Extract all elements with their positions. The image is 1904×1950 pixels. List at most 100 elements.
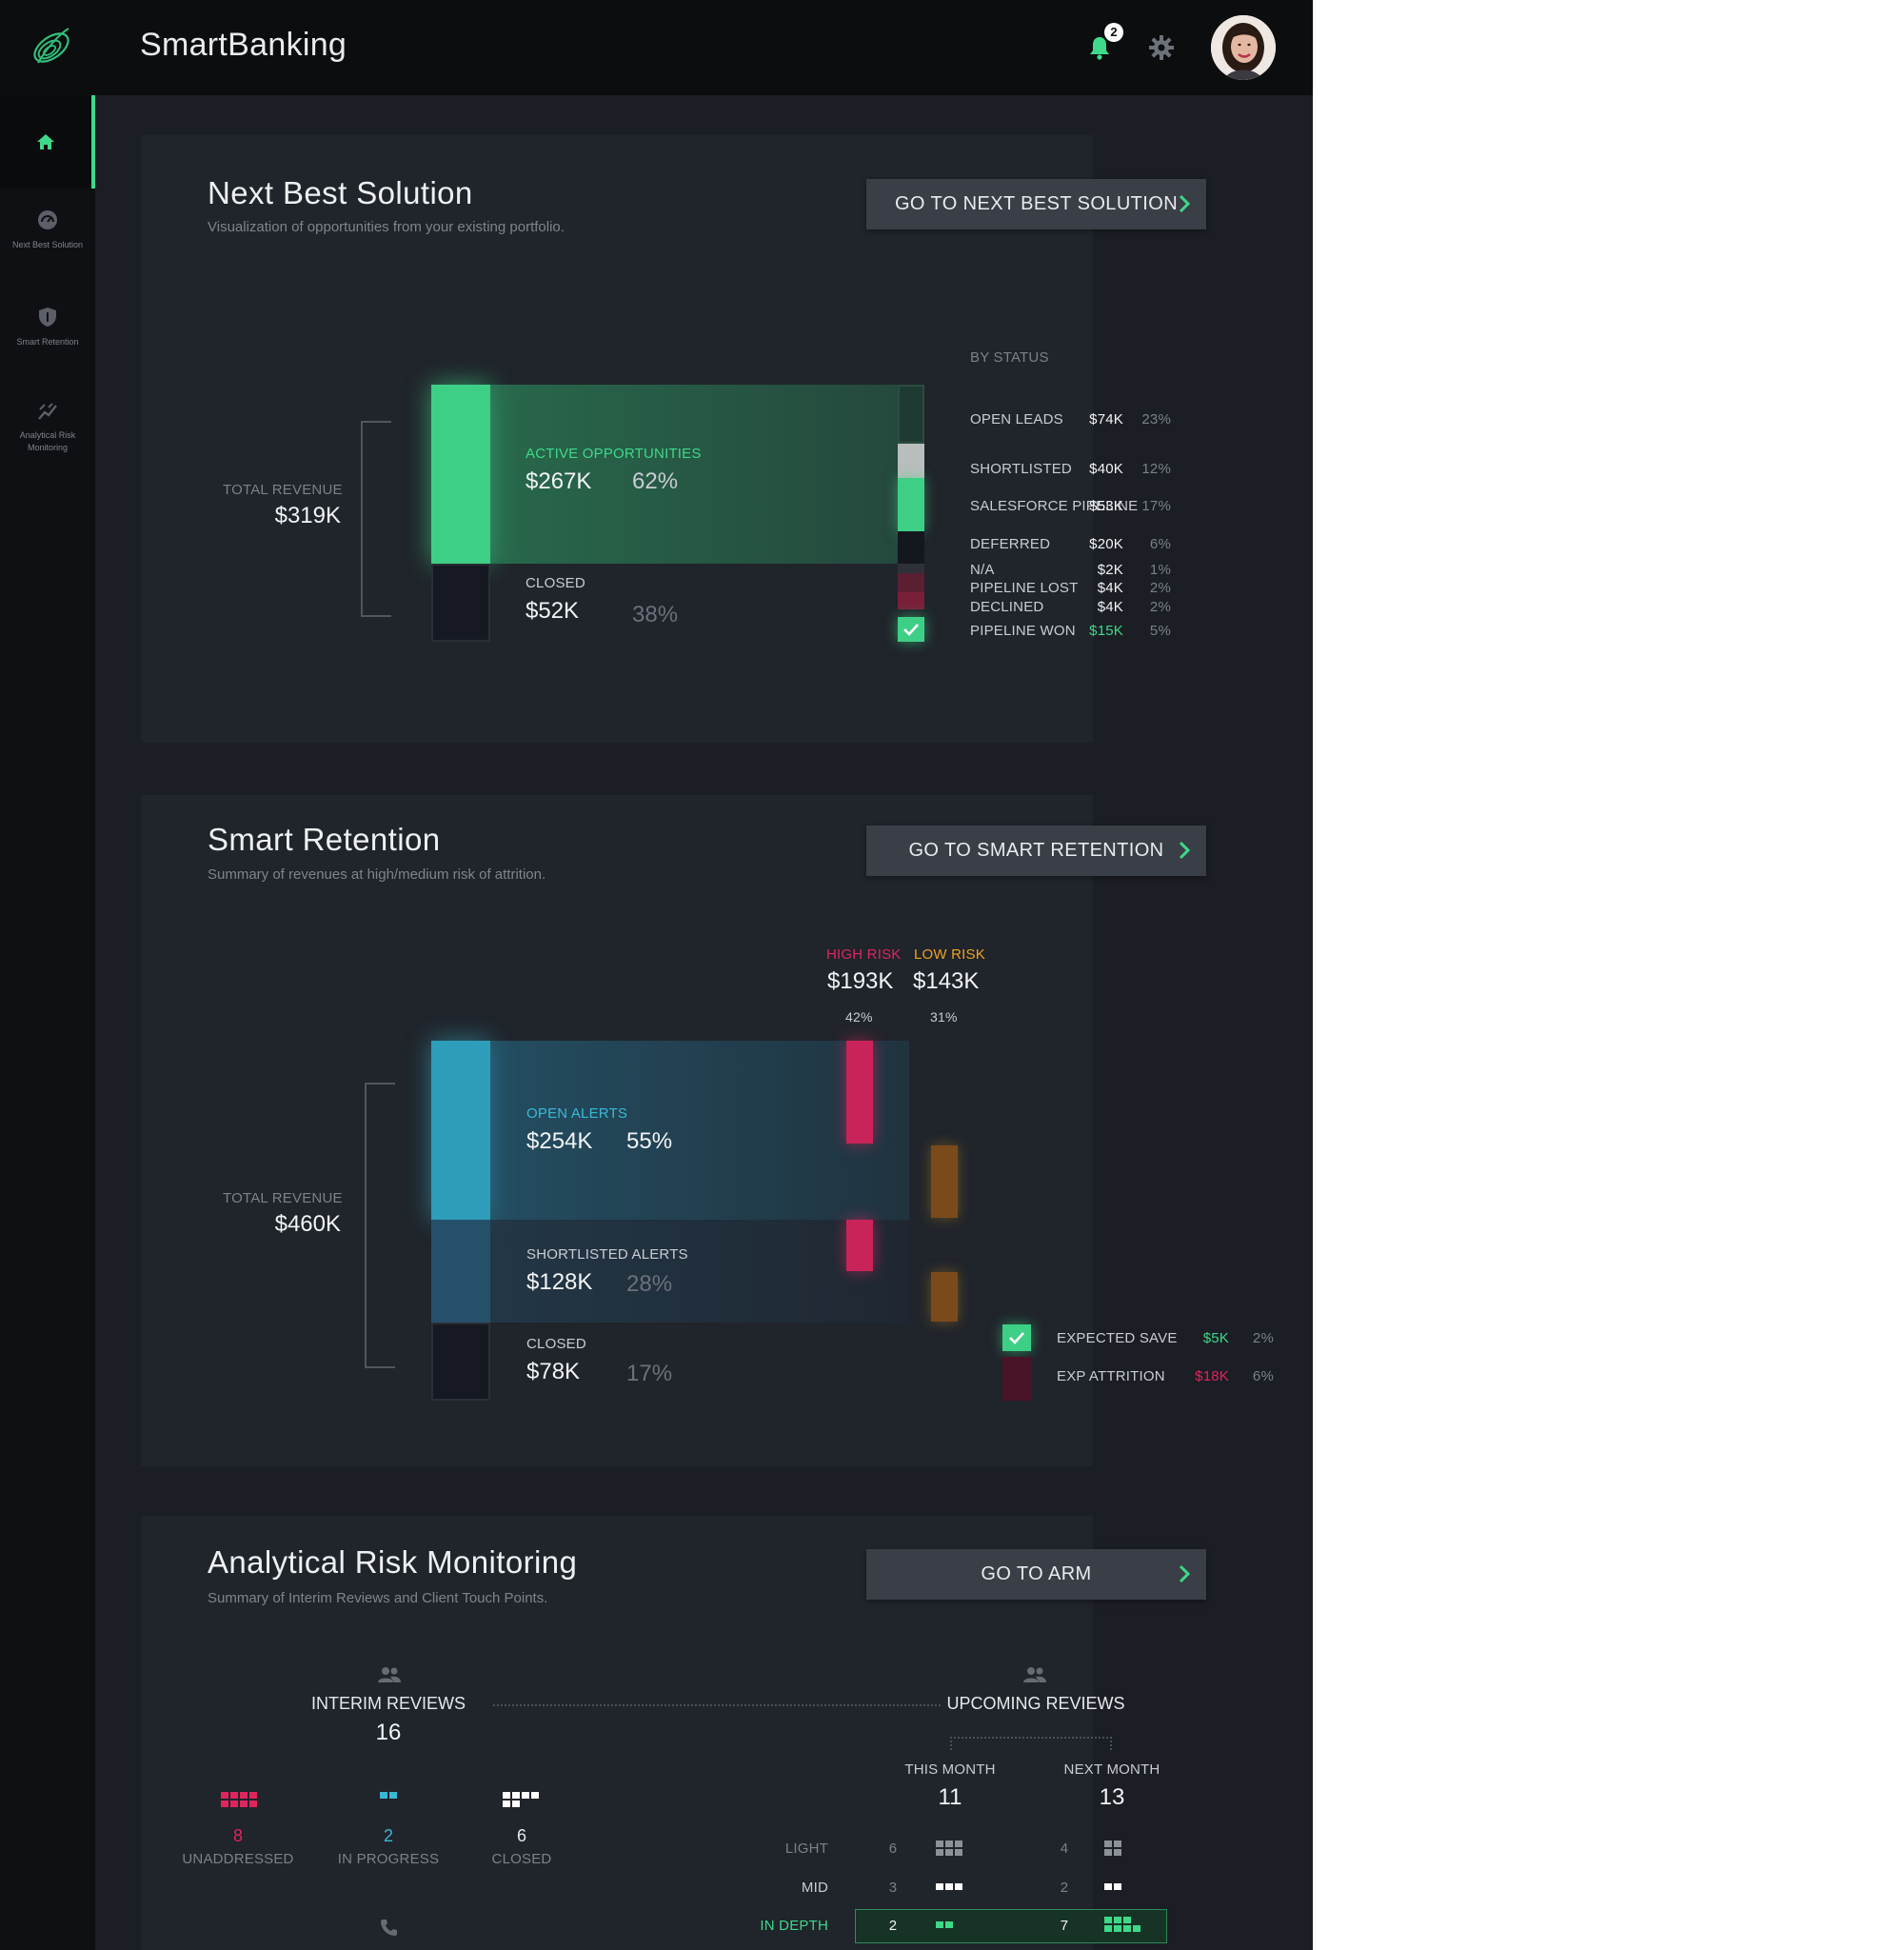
open-alerts-value: $254K xyxy=(526,1128,593,1154)
connector-dotted-line xyxy=(493,1704,941,1706)
by-status-heading: BY STATUS xyxy=(970,349,1049,366)
closed-value: $78K xyxy=(526,1359,581,1384)
gear-icon[interactable] xyxy=(1148,34,1175,61)
status-bar-deferred xyxy=(898,531,924,564)
this-month-value: 11 xyxy=(938,1784,962,1810)
exp-attrition-pct: 6% xyxy=(1252,1368,1274,1384)
status-label: DEFERRED xyxy=(970,536,1051,552)
analytical-risk-monitoring-card: Analytical Risk Monitoring Summary of In… xyxy=(141,1516,1206,1950)
expected-save-marker xyxy=(1002,1324,1031,1351)
status-bar-declined xyxy=(898,592,924,609)
status-label: OPEN LEADS xyxy=(970,411,1063,428)
total-revenue-value: $319K xyxy=(274,503,341,528)
go-to-smart-retention-button[interactable]: GO TO SMART RETENTION xyxy=(866,826,1206,876)
sidebar-item-next-best-solution[interactable]: Next Best Solution xyxy=(0,209,95,251)
status-pct: 2% xyxy=(1149,599,1171,615)
expected-save-value: $5K xyxy=(1202,1330,1229,1346)
status-label: SHORTLISTED xyxy=(970,461,1072,477)
sidebar: Next Best Solution Smart Retention Analy… xyxy=(0,95,95,1950)
status-label: SALESFORCE PIPELINE xyxy=(970,498,1139,514)
status-value: $4K xyxy=(1097,580,1123,596)
upcoming-bracket xyxy=(950,1737,1112,1750)
status-label: PIPELINE WON xyxy=(970,623,1076,639)
open-alerts-flow-band xyxy=(490,1041,909,1220)
expected-save-pct: 2% xyxy=(1252,1330,1274,1346)
status-bar-pipeline-lost xyxy=(898,573,924,592)
shortlisted-flow-band xyxy=(490,1220,909,1323)
status-label: PIPELINE LOST xyxy=(970,580,1079,596)
expected-save-label: EXPECTED SAVE xyxy=(1057,1330,1178,1346)
active-opportunities-bar xyxy=(431,385,490,564)
user-avatar[interactable] xyxy=(1211,15,1276,80)
next-month-count: 7 xyxy=(1060,1918,1069,1934)
next-best-solution-card: Next Best Solution Visualization of oppo… xyxy=(141,135,1206,743)
people-icon xyxy=(378,1667,401,1682)
bell-icon[interactable] xyxy=(1087,34,1112,61)
closed-label: CLOSED xyxy=(526,1336,586,1352)
this-month-count: 2 xyxy=(888,1918,898,1934)
unaddressed-value: 8 xyxy=(232,1826,243,1845)
status-label: N/A xyxy=(970,562,995,578)
go-to-next-best-solution-button[interactable]: GO TO NEXT BEST SOLUTION xyxy=(866,179,1206,229)
closed-value: 6 xyxy=(516,1826,526,1845)
status-pct: 1% xyxy=(1149,562,1171,578)
active-opportunities-label: ACTIVE OPPORTUNITIES xyxy=(526,446,702,462)
sidebar-item-home[interactable] xyxy=(0,95,95,189)
low-risk-open-bar xyxy=(931,1145,958,1218)
sidebar-item-label: Analytical Risk Monitoring xyxy=(19,430,76,452)
chart-trend-icon xyxy=(38,403,57,420)
next-month-count: 4 xyxy=(1060,1841,1069,1857)
swirl-logo-icon[interactable] xyxy=(27,21,76,70)
status-bar-shortlisted xyxy=(898,444,924,478)
status-bar-open-leads xyxy=(898,385,924,444)
shortlisted-alerts-label: SHORTLISTED ALERTS xyxy=(526,1246,688,1263)
status-pct: 23% xyxy=(1141,411,1171,428)
card-title: Analytical Risk Monitoring xyxy=(208,1544,578,1580)
next-month-label: NEXT MONTH xyxy=(1063,1761,1160,1778)
active-flow-band xyxy=(490,385,900,564)
interim-reviews-value: 16 xyxy=(375,1720,402,1745)
status-pct: 5% xyxy=(1149,623,1171,639)
active-opportunities-pct: 62% xyxy=(632,468,679,494)
active-opportunities-value: $267K xyxy=(526,468,592,494)
exp-attrition-value: $18K xyxy=(1195,1368,1229,1384)
people-icon xyxy=(1023,1667,1046,1682)
closed-pct: 38% xyxy=(632,602,679,627)
in-progress-label: IN PROGRESS xyxy=(337,1851,440,1867)
high-risk-pct: 42% xyxy=(845,1009,873,1025)
status-bar-salesforce-pipeline xyxy=(898,478,924,531)
card-title: Smart Retention xyxy=(208,822,441,857)
status-bar-pipeline-won xyxy=(898,617,924,642)
card-subtitle: Visualization of opportunities from your… xyxy=(208,219,565,235)
next-month-count: 2 xyxy=(1060,1880,1069,1896)
this-month-count: 6 xyxy=(888,1841,898,1857)
closed-label: CLOSED xyxy=(526,575,585,591)
chevron-right-icon xyxy=(1179,841,1191,860)
smart-retention-card: Smart Retention Summary of revenues at h… xyxy=(141,795,1274,1466)
sidebar-item-label: Smart Retention xyxy=(16,337,79,347)
total-revenue-label: TOTAL REVENUE xyxy=(223,1190,343,1206)
this-month-count: 3 xyxy=(888,1880,898,1896)
status-value: $40K xyxy=(1089,461,1123,477)
shortlisted-alerts-bar xyxy=(431,1220,490,1323)
phone-icon xyxy=(381,1920,397,1936)
status-value: $2K xyxy=(1097,562,1123,578)
home-icon xyxy=(37,134,54,149)
total-bracket xyxy=(365,1083,395,1368)
check-icon xyxy=(903,624,919,636)
chevron-right-icon xyxy=(1179,1564,1191,1583)
sidebar-item-smart-retention[interactable]: Smart Retention xyxy=(0,307,95,348)
sidebar-item-analytical-risk-monitoring[interactable]: Analytical Risk Monitoring xyxy=(0,402,95,454)
go-to-arm-button[interactable]: GO TO ARM xyxy=(866,1549,1206,1600)
total-revenue-label: TOTAL REVENUE xyxy=(223,482,343,498)
status-pct: 6% xyxy=(1149,536,1171,552)
high-risk-shortlisted-bar xyxy=(846,1220,873,1271)
app-window: SmartBanking 2 xyxy=(0,0,1313,1950)
high-risk-open-bar xyxy=(846,1041,873,1144)
closed-label: CLOSED xyxy=(491,1851,552,1867)
total-bracket xyxy=(361,421,391,617)
gauge-icon xyxy=(38,210,57,229)
card-subtitle: Summary of Interim Reviews and Client To… xyxy=(208,1590,548,1606)
high-risk-value: $193K xyxy=(827,968,894,994)
status-pct: 17% xyxy=(1141,498,1171,514)
